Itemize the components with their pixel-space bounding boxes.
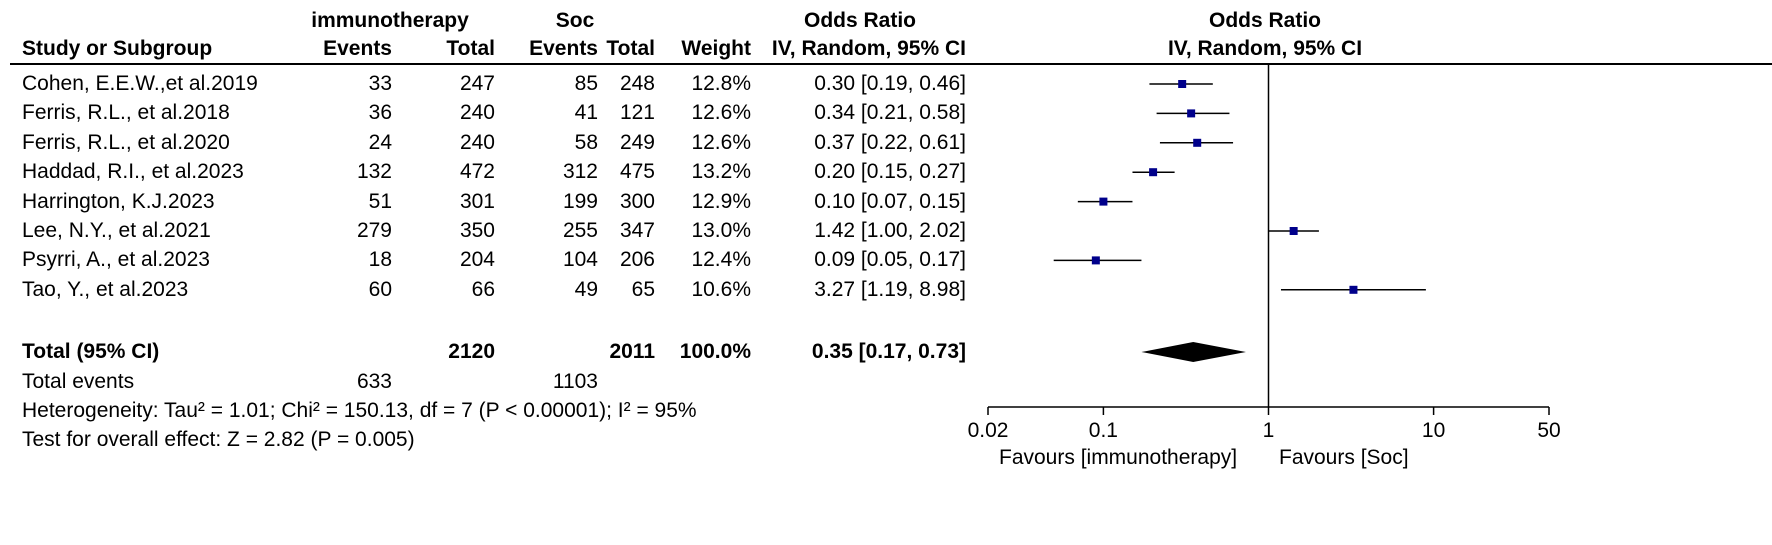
total-total2: 2011 [609,340,655,363]
study-name: Psyrri, A., et al.2023 [22,248,210,272]
events1-cell: 18 [368,248,392,272]
total-ci: 0.35 [0.17, 0.73] [811,340,966,363]
total1-cell: 301 [459,189,495,213]
or-column-title: Odds Ratio [803,9,916,32]
x-tick-label: 0.1 [1089,419,1118,442]
point-estimate-marker [1099,197,1108,206]
events2-cell: 312 [562,160,598,184]
total2-cell: 347 [619,219,655,242]
total1-cell: 66 [471,277,495,301]
events1-cell: 132 [356,160,392,184]
events2-cell: 104 [562,248,598,272]
method-header: IV, Random, 95% CI [771,37,966,60]
point-estimate-marker [1289,227,1298,235]
total1-cell: 240 [459,130,495,154]
overall-effect-text: Test for overall effect: Z = 2.82 (P = 0… [22,428,415,451]
ci-cell: 0.20 [0.15, 0.27] [814,160,966,184]
events1-cell: 51 [368,189,392,213]
total2-cell: 475 [619,160,655,184]
study-name: Ferris, R.L., et al.2018 [22,101,230,125]
x-tick-label: 50 [1537,419,1560,442]
events2-header: Events [529,37,598,60]
weight-cell: 10.6% [691,277,751,301]
weight-cell: 13.2% [691,160,751,184]
events1-header: Events [323,37,392,60]
plot-method-header: IV, Random, 95% CI [1167,37,1363,60]
total2-header: Total [606,37,655,60]
plot-title: Odds Ratio [1208,9,1321,32]
events2-cell: 85 [574,72,598,95]
point-estimate-marker [1349,285,1358,294]
x-tick-label: 0.02 [968,419,1009,442]
total2-cell: 248 [619,72,655,95]
total1-cell: 350 [459,219,495,242]
study-name: Cohen, E.E.W.,et al.2019 [22,72,258,95]
x-tick-label: 10 [1422,419,1445,442]
point-estimate-marker [1193,138,1202,147]
ci-cell: 0.30 [0.19, 0.46] [814,72,966,95]
x-tick-label: 1 [1263,419,1275,442]
weight-cell: 12.8% [691,72,751,95]
total1-cell: 204 [459,248,495,272]
total-events-label: Total events [22,370,135,393]
ci-cell: 0.37 [0.22, 0.61] [814,130,966,154]
events1-cell: 33 [368,72,392,95]
total2-cell: 65 [631,277,655,301]
events2-cell: 41 [574,101,598,125]
weight-cell: 12.9% [691,189,751,213]
events2-cell: 199 [562,189,598,213]
point-estimate-marker [1149,168,1158,177]
total-total1: 2120 [448,340,495,363]
events1-cell: 36 [368,101,392,125]
events1-cell: 24 [368,130,392,154]
point-estimate-marker [1178,80,1187,88]
study-name: Haddad, R.I., et al.2023 [22,160,244,184]
weight-header: Weight [681,37,751,60]
heterogeneity-text: Heterogeneity: Tau² = 1.01; Chi² = 150.1… [22,399,697,422]
study-column-header: Study or Subgroup [22,37,213,60]
study-name: Lee, N.Y., et al.2021 [22,219,211,242]
ci-cell: 0.34 [0.21, 0.58] [814,101,966,125]
total1-header: Total [446,37,495,60]
header-rule [10,63,1772,65]
total1-cell: 472 [459,160,495,184]
ci-cell: 1.42 [1.00, 2.02] [814,219,966,242]
point-estimate-marker [1091,256,1100,265]
ci-cell: 3.27 [1.19, 8.98] [814,277,966,301]
events1-cell: 279 [356,219,392,242]
events2-cell: 58 [574,130,598,154]
events2-cell: 49 [574,277,598,301]
total-label: Total (95% CI) [22,340,160,363]
ci-cell: 0.09 [0.05, 0.17] [814,248,966,272]
total-weight: 100.0% [679,340,751,363]
total2-cell: 206 [619,248,655,272]
study-name: Harrington, K.J.2023 [22,189,215,213]
events1-cell: 60 [368,277,392,301]
total2-cell: 300 [619,189,655,213]
total1-cell: 240 [459,101,495,125]
events2-cell: 255 [562,219,598,242]
summary-diamond [1141,342,1246,362]
ci-cell: 0.10 [0.07, 0.15] [814,189,966,213]
total2-cell: 121 [619,101,655,125]
weight-cell: 12.6% [691,130,751,154]
total1-cell: 247 [459,72,495,95]
weight-cell: 13.0% [691,219,751,242]
total-events2: 1103 [552,370,598,393]
study-name: Tao, Y., et al.2023 [22,277,189,301]
weight-cell: 12.6% [691,101,751,125]
point-estimate-marker [1187,109,1196,118]
total2-cell: 249 [619,130,655,154]
weight-cell: 12.4% [691,248,751,272]
group2-header: Soc [555,9,595,32]
favours-right-label: Favours [Soc] [1279,446,1409,469]
total-events1: 633 [356,370,392,393]
study-name: Ferris, R.L., et al.2020 [22,130,230,154]
group1-header: immunotherapy [311,9,469,32]
favours-left-label: Favours [immunotherapy] [999,446,1237,469]
